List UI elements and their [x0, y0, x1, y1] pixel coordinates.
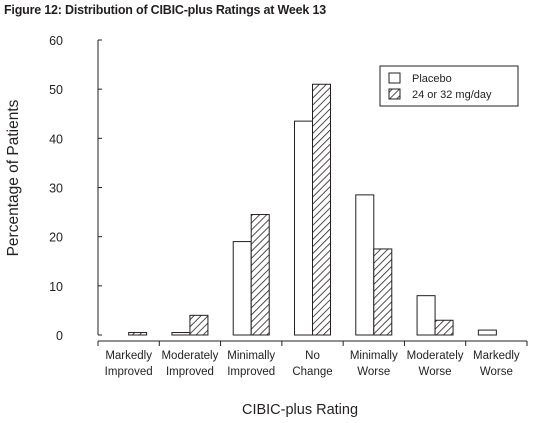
legend-swatch	[388, 88, 401, 100]
y-axis-title: Percentage of Patients	[5, 99, 22, 256]
bar-placebo	[355, 194, 375, 336]
x-tick-label: Minimally Worse	[350, 350, 398, 378]
x-tick-label: Moderately Worse	[407, 350, 464, 378]
y-tick-label: 40	[49, 132, 63, 146]
x-axis: Markedly Improved Moderately Improved Minima…	[97, 340, 528, 378]
legend: Placebo 24 or 32 mg/day	[379, 65, 519, 107]
bar-placebo	[171, 332, 191, 336]
bar-placebo	[477, 329, 497, 336]
legend-label: 24 or 32 mg/day	[412, 89, 492, 101]
bar-24-or-32-mg-day	[128, 332, 148, 336]
bar-placebo	[294, 120, 313, 336]
y-tick-label: 0	[56, 329, 63, 343]
y-tick-label: 30	[49, 182, 63, 196]
bar-24-or-32-mg-day	[312, 83, 331, 336]
bar-24-or-32-mg-day	[373, 248, 393, 336]
y-tick-label: 50	[49, 83, 63, 97]
y-tick-label: 20	[49, 231, 63, 245]
bars	[128, 83, 497, 336]
bar-24-or-32-mg-day	[434, 319, 454, 336]
legend-box	[379, 65, 519, 107]
x-tick-label: Markedly Improved	[105, 350, 153, 378]
bar-placebo	[232, 241, 252, 336]
x-tick-label: No Change	[292, 350, 332, 378]
legend-swatch	[388, 72, 401, 84]
x-tick-label: Moderately Improved	[161, 350, 218, 378]
x-tick-label: Minimally Improved	[227, 350, 275, 378]
figure-title: Figure 12: Distribution of CIBIC-plus Ra…	[4, 3, 326, 17]
y-axis: 0 10 20 30 40 50 60	[49, 34, 102, 343]
y-tick-label: 10	[49, 280, 63, 294]
x-tick-label: Markedly Worse	[473, 350, 520, 378]
legend-label: Placebo	[412, 73, 452, 85]
bar-24-or-32-mg-day	[189, 314, 209, 336]
x-axis-title: CIBIC-plus Rating	[242, 402, 358, 418]
bar-24-or-32-mg-day	[250, 214, 270, 336]
y-tick-label: 60	[49, 34, 63, 48]
bar-placebo	[416, 295, 436, 336]
